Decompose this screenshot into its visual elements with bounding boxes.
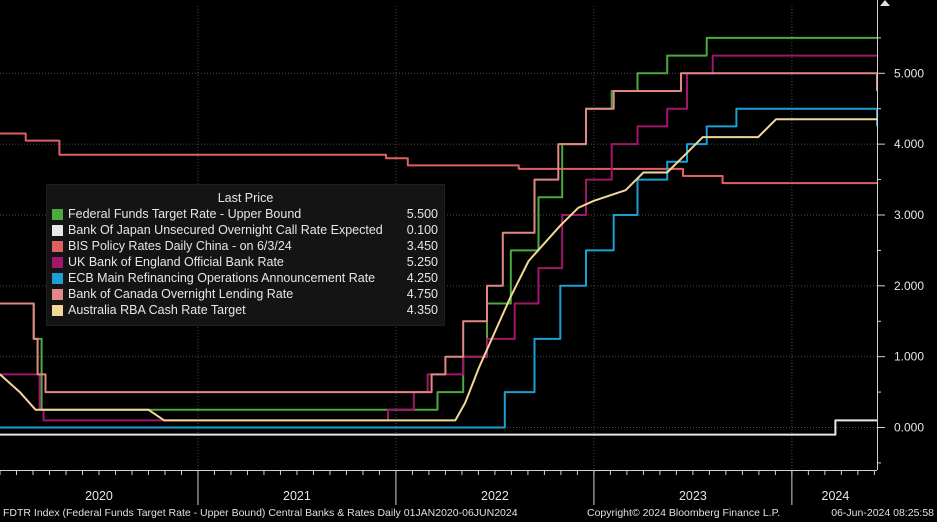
- y-tick-label: 1.000: [894, 350, 924, 364]
- legend-entry: BIS Policy Rates Daily China - on 6/3/24…: [47, 239, 444, 255]
- x-tick-label: 2021: [283, 489, 311, 503]
- y-tick-label: 0.000: [894, 420, 924, 434]
- legend-label: BIS Policy Rates Daily China - on 6/3/24: [68, 239, 292, 253]
- legend-swatch: [52, 289, 63, 300]
- legend-value: 4.350: [406, 303, 438, 317]
- series-line: [0, 118, 877, 422]
- footer-description: FDTR Index (Federal Funds Target Rate - …: [3, 507, 518, 519]
- footer-copyright: Copyright© 2024 Bloomberg Finance L.P.: [587, 507, 781, 519]
- legend-value: 5.250: [406, 255, 438, 269]
- legend-panel: Last Price Federal Funds Target Rate - U…: [46, 184, 445, 326]
- legend-value: 3.450: [406, 239, 438, 253]
- y-tick-label: 2.000: [894, 279, 924, 293]
- legend-value: 0.100: [406, 223, 438, 237]
- series-line: [0, 419, 877, 436]
- legend-entry: Australia RBA Cash Rate Target 4.350: [47, 303, 444, 319]
- axis-arrow-icon: [880, 0, 890, 6]
- legend-entry: ECB Main Refinancing Operations Announce…: [47, 271, 444, 287]
- legend-label: Bank Of Japan Unsecured Overnight Call R…: [68, 223, 383, 237]
- legend-label: UK Bank of England Official Bank Rate: [68, 255, 284, 269]
- series-line: [0, 54, 877, 422]
- legend-entry: UK Bank of England Official Bank Rate 5.2…: [47, 255, 444, 271]
- legend-entry: Bank Of Japan Unsecured Overnight Call R…: [47, 223, 444, 239]
- legend-entry: Bank of Canada Overnight Lending Rate 4.7…: [47, 287, 444, 303]
- legend-label: Australia RBA Cash Rate Target: [68, 303, 246, 317]
- legend-value: 4.250: [406, 271, 438, 285]
- legend-swatch: [52, 241, 63, 252]
- legend-swatch: [52, 209, 63, 220]
- legend-entry: Federal Funds Target Rate - Upper Bound 5…: [47, 207, 444, 223]
- series-line: [0, 36, 877, 411]
- series-layer: [0, 36, 878, 436]
- legend-title: Last Price: [217, 191, 274, 205]
- y-tick-label: 5.000: [894, 66, 924, 80]
- series-line: [0, 132, 877, 185]
- legend-swatch: [52, 257, 63, 268]
- legend-label: Bank of Canada Overnight Lending Rate: [68, 287, 294, 301]
- y-tick-label: 4.000: [894, 137, 924, 151]
- legend-swatch: [52, 305, 63, 316]
- axis-layer: 0.000 1.000 2.000 3.000 4.000 5.000 2020 2021 20…: [0, 0, 924, 505]
- series-line: [0, 107, 878, 429]
- legend-swatch: [52, 225, 63, 236]
- footer-timestamp: 06-Jun-2024 08:25:58: [831, 507, 934, 519]
- y-tick-label: 3.000: [894, 208, 924, 222]
- x-tick-label: 2023: [679, 489, 707, 503]
- chart-footer: FDTR Index (Federal Funds Target Rate - …: [0, 505, 937, 522]
- legend-label: ECB Main Refinancing Operations Announce…: [68, 271, 376, 285]
- x-tick-label: 2022: [481, 489, 509, 503]
- legend-label: Federal Funds Target Rate - Upper Bound: [68, 207, 302, 221]
- legend-swatch: [52, 273, 63, 284]
- legend-value: 5.500: [406, 207, 438, 221]
- x-tick-label: 2024: [822, 489, 850, 503]
- x-tick-label: 2020: [85, 489, 113, 503]
- legend-value: 4.750: [406, 287, 438, 301]
- series-line: [0, 72, 878, 394]
